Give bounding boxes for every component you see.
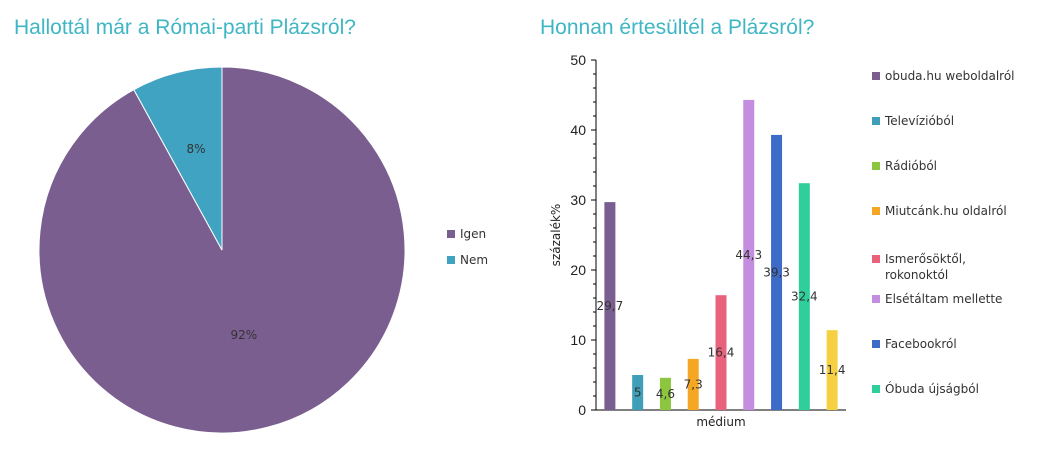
bar [826,330,838,410]
legend-label: Rádióból [885,159,937,173]
bar-chart: 29,7 5 4,6 7,3 16,4 44,339,332,4 11,4 [597,99,846,411]
bar-chart-title: Honnan értesültél a Plázsról? [540,16,815,39]
legend-swatch [872,117,880,125]
bar [771,134,783,410]
legend-swatch [872,255,880,263]
bar-data-label: 29,7 [597,299,624,313]
legend-label: Igen [460,227,486,241]
bar-data-label: 4,6 [656,387,675,401]
bar [632,375,644,410]
bar-data-label: 5 [634,386,642,400]
y-tick-label: 50 [570,52,586,68]
legend-label: Ismerősöktől, [885,252,966,266]
pie-chart-title: Hallottál már a Római-parti Plázsról? [14,16,356,39]
bar-data-label: 11,4 [819,363,846,377]
bar-legend: obuda.hu weboldalról Televízióból Rádióból… [872,69,1015,396]
bar [659,377,671,410]
y-tick-label: 40 [570,122,586,138]
bar-data-label: 44,3 [735,248,762,262]
legend-label: Elsétáltam mellette [885,292,1002,306]
legend-label: Facebookról [885,337,957,351]
pie-slice-nem [133,66,223,251]
legend-label: Miutcánk.hu oldalról [885,204,1007,218]
legend-swatch [872,207,880,215]
bar [715,295,727,410]
pie-chart: 92% 8% [38,66,406,434]
legend-label: Televízióból [884,114,954,128]
bar [687,358,699,410]
legend-swatch [872,162,880,170]
legend-label: obuda.hu weboldalról [885,69,1015,83]
bar-data-label: 39,3 [763,265,790,279]
legend-swatch [872,72,880,80]
legend-swatch [447,230,455,238]
y-tick-label: 10 [570,332,586,348]
y-axis-title: százalék% [549,204,563,267]
bar [604,202,616,410]
legend-label-cont: rokonoktól [885,268,948,282]
legend-swatch [872,295,880,303]
y-tick-label: 0 [578,402,586,418]
y-tick-label: 30 [570,192,586,208]
legend-swatch [872,340,880,348]
bar-data-label: 7,3 [684,377,703,391]
y-tick-label: 20 [570,262,586,278]
pie-legend: Igen Nem [447,227,488,267]
legend-label: Nem [460,253,488,267]
x-axis-title: médium [696,415,745,429]
legend-swatch [872,385,880,393]
legend-label: Óbuda újságból [885,381,979,396]
bar [743,99,755,411]
pie-data-label: 92% [231,328,258,342]
bar [798,183,810,410]
pie-data-label: 8% [187,142,206,156]
bar-data-label: 32,4 [791,290,818,304]
bar-data-label: 16,4 [708,346,735,360]
legend-swatch [447,256,455,264]
